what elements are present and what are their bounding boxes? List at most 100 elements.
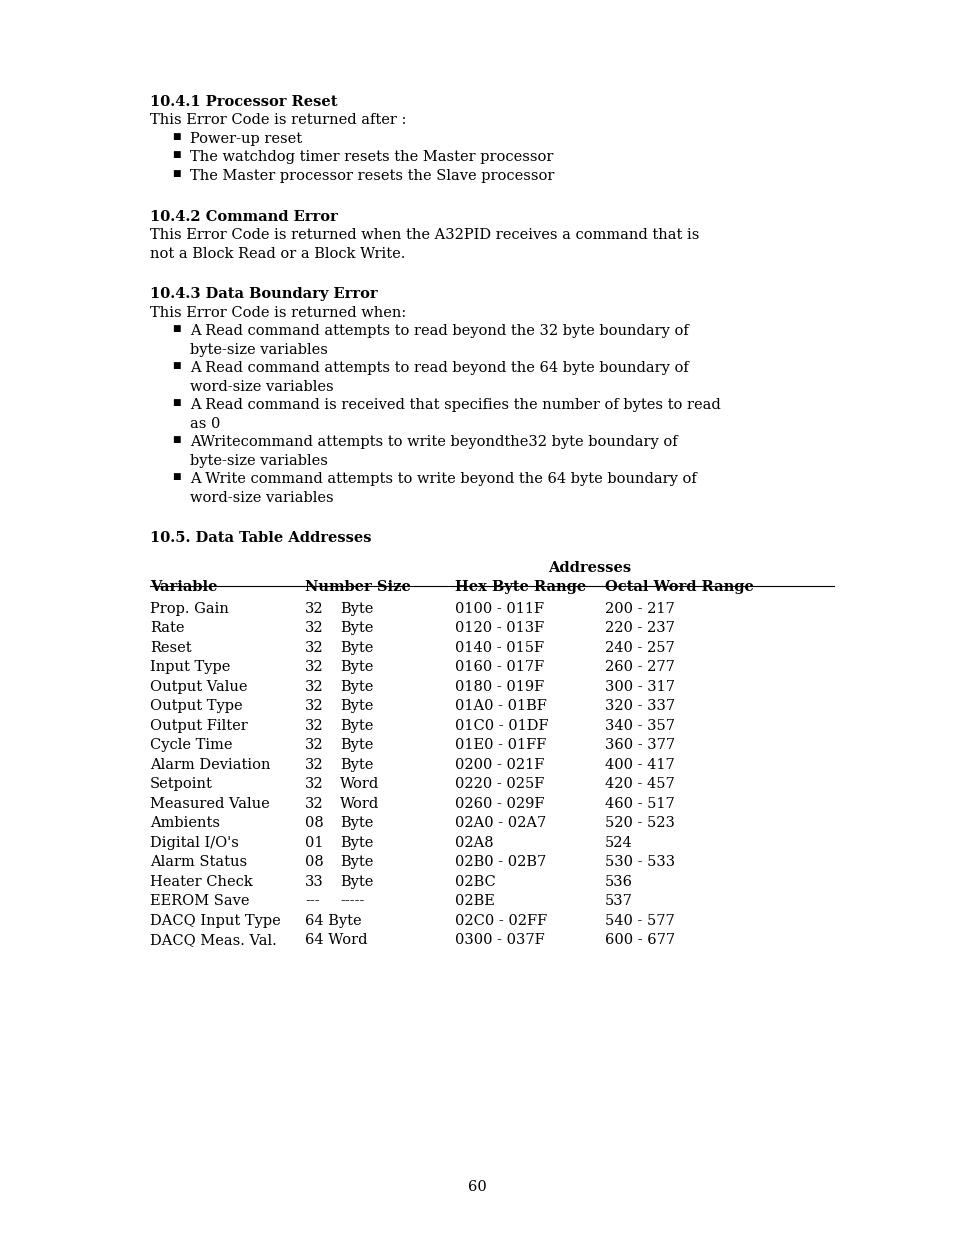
Text: Byte: Byte (339, 836, 373, 850)
Text: A Read command is received that specifies the number of bytes to read: A Read command is received that specifie… (190, 398, 720, 412)
Text: Byte: Byte (339, 659, 373, 674)
Text: 240 - 257: 240 - 257 (604, 641, 674, 655)
Text: 300 - 317: 300 - 317 (604, 679, 675, 694)
Text: 02BC: 02BC (455, 874, 496, 888)
Text: -----: ----- (339, 894, 364, 908)
Text: 0200 - 021F: 0200 - 021F (455, 757, 544, 772)
Text: 32: 32 (305, 601, 323, 615)
Text: 32: 32 (305, 699, 323, 713)
Text: 02BE: 02BE (455, 894, 495, 908)
Text: Measured Value: Measured Value (150, 797, 270, 810)
Text: byte-size variables: byte-size variables (190, 453, 328, 468)
Text: 340 - 357: 340 - 357 (604, 719, 675, 732)
Text: Setpoint: Setpoint (150, 777, 213, 790)
Text: The watchdog timer resets the Master processor: The watchdog timer resets the Master pro… (190, 151, 553, 164)
Text: Byte: Byte (339, 816, 373, 830)
Text: 260 - 277: 260 - 277 (604, 659, 674, 674)
Text: Output Value: Output Value (150, 679, 247, 694)
Text: Cycle Time: Cycle Time (150, 739, 233, 752)
Text: 32: 32 (305, 641, 323, 655)
Text: Alarm Deviation: Alarm Deviation (150, 757, 271, 772)
Text: A Read command attempts to read beyond the 64 byte boundary of: A Read command attempts to read beyond t… (190, 361, 688, 375)
Text: 460 - 517: 460 - 517 (604, 797, 674, 810)
Text: 32: 32 (305, 719, 323, 732)
Text: Input Type: Input Type (150, 659, 230, 674)
Text: 520 - 523: 520 - 523 (604, 816, 674, 830)
Text: 0220 - 025F: 0220 - 025F (455, 777, 544, 790)
Text: 01E0 - 01FF: 01E0 - 01FF (455, 739, 546, 752)
Text: 02C0 - 02FF: 02C0 - 02FF (455, 914, 547, 927)
Text: This Error Code is returned after :: This Error Code is returned after : (150, 114, 406, 127)
Text: 0180 - 019F: 0180 - 019F (455, 679, 543, 694)
Text: 420 - 457: 420 - 457 (604, 777, 674, 790)
Text: Word: Word (339, 797, 379, 810)
Text: 08: 08 (305, 855, 323, 869)
Text: as 0: as 0 (190, 416, 220, 431)
Text: 0300 - 037F: 0300 - 037F (455, 932, 544, 947)
Text: Hex Byte Range: Hex Byte Range (455, 579, 586, 594)
Text: Addresses: Addresses (548, 561, 631, 576)
Text: 10.5. Data Table Addresses: 10.5. Data Table Addresses (150, 531, 371, 545)
Text: 360 - 377: 360 - 377 (604, 739, 675, 752)
Text: 320 - 337: 320 - 337 (604, 699, 675, 713)
Text: ■: ■ (172, 151, 180, 159)
Text: ---: --- (305, 894, 319, 908)
Text: Byte: Byte (339, 641, 373, 655)
Text: A Read command attempts to read beyond the 32 byte boundary of: A Read command attempts to read beyond t… (190, 324, 688, 338)
Text: 32: 32 (305, 659, 323, 674)
Text: 01A0 - 01BF: 01A0 - 01BF (455, 699, 546, 713)
Text: 400 - 417: 400 - 417 (604, 757, 674, 772)
Text: Variable: Variable (150, 579, 217, 594)
Text: 0140 - 015F: 0140 - 015F (455, 641, 543, 655)
Text: ■: ■ (172, 398, 180, 408)
Text: 32: 32 (305, 739, 323, 752)
Text: EEROM Save: EEROM Save (150, 894, 250, 908)
Text: DACQ Meas. Val.: DACQ Meas. Val. (150, 932, 276, 947)
Text: Byte: Byte (339, 719, 373, 732)
Text: 01C0 - 01DF: 01C0 - 01DF (455, 719, 548, 732)
Text: Power-up reset: Power-up reset (190, 132, 302, 146)
Text: Heater Check: Heater Check (150, 874, 253, 888)
Text: 08: 08 (305, 816, 323, 830)
Text: A Write command attempts to write beyond the 64 byte boundary of: A Write command attempts to write beyond… (190, 472, 696, 487)
Text: 10.4.2 Command Error: 10.4.2 Command Error (150, 210, 337, 224)
Text: 02B0 - 02B7: 02B0 - 02B7 (455, 855, 546, 869)
Text: AWritecommand attempts to write beyondthe32 byte boundary of: AWritecommand attempts to write beyondth… (190, 435, 677, 450)
Text: Byte: Byte (339, 739, 373, 752)
Text: 220 - 237: 220 - 237 (604, 621, 674, 635)
Text: 60: 60 (467, 1179, 486, 1194)
Text: Byte: Byte (339, 855, 373, 869)
Text: Rate: Rate (150, 621, 184, 635)
Text: word-size variables: word-size variables (190, 490, 334, 505)
Text: Word: Word (339, 777, 379, 790)
Text: Alarm Status: Alarm Status (150, 855, 247, 869)
Text: ■: ■ (172, 169, 180, 178)
Text: 32: 32 (305, 621, 323, 635)
Text: 530 - 533: 530 - 533 (604, 855, 675, 869)
Text: 64 Byte: 64 Byte (305, 914, 361, 927)
Text: 524: 524 (604, 836, 632, 850)
Text: Byte: Byte (339, 874, 373, 888)
Text: ■: ■ (172, 472, 180, 480)
Text: 536: 536 (604, 874, 633, 888)
Text: byte-size variables: byte-size variables (190, 342, 328, 357)
Text: 540 - 577: 540 - 577 (604, 914, 674, 927)
Text: word-size variables: word-size variables (190, 379, 334, 394)
Text: Ambients: Ambients (150, 816, 220, 830)
Text: ■: ■ (172, 361, 180, 370)
Text: 10.4.3 Data Boundary Error: 10.4.3 Data Boundary Error (150, 287, 377, 301)
Text: Byte: Byte (339, 699, 373, 713)
Text: 0160 - 017F: 0160 - 017F (455, 659, 543, 674)
Text: Byte: Byte (339, 601, 373, 615)
Text: 32: 32 (305, 777, 323, 790)
Text: Number Size: Number Size (305, 579, 411, 594)
Text: Prop. Gain: Prop. Gain (150, 601, 229, 615)
Text: Output Filter: Output Filter (150, 719, 248, 732)
Text: Byte: Byte (339, 757, 373, 772)
Text: Octal Word Range: Octal Word Range (604, 579, 753, 594)
Text: 0260 - 029F: 0260 - 029F (455, 797, 544, 810)
Text: Byte: Byte (339, 679, 373, 694)
Text: Reset: Reset (150, 641, 192, 655)
Text: 0100 - 011F: 0100 - 011F (455, 601, 543, 615)
Text: Digital I/O's: Digital I/O's (150, 836, 238, 850)
